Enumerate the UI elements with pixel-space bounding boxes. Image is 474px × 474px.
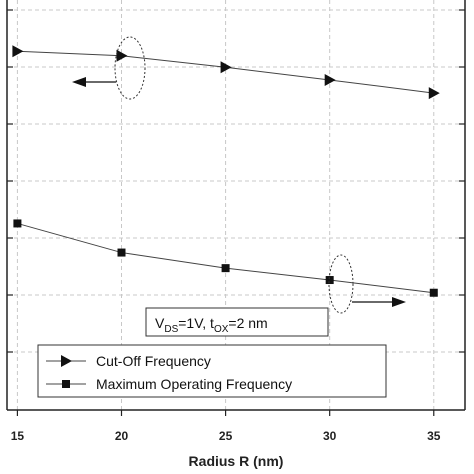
x-ticks [16,410,435,416]
x-tick-labels: 15 20 25 30 35 [11,429,441,443]
maxop-point-0 [13,219,22,228]
cutoff-point-1 [116,49,128,62]
condition-box-frame [145,307,329,337]
x-tick-label-4: 35 [427,429,441,443]
grid-lines [7,0,465,410]
cutoff-axis-ellipse [114,36,146,100]
maxop-axis-ellipse [328,254,354,314]
x-tick-label-3: 30 [323,429,337,443]
x-tick-label-1: 20 [115,429,129,443]
legend-label-cutoff: Cut-Off Frequency [96,353,211,369]
maxop-point-2 [221,264,230,273]
cutoff-point-0 [12,45,24,58]
maxop-point-3 [325,276,334,285]
cutoff-left-arrow-head [72,77,86,87]
legend-label-maxop: Maximum Operating Frequency [96,376,292,392]
x-axis-title: Radius R (nm) [189,453,284,469]
cutoff-point-2 [220,61,232,74]
condition-box: VDS=1V, tOX=2 nm [145,307,329,337]
x-tick-label-0: 15 [11,429,25,443]
annotations [72,36,406,314]
maxop-right-arrow-head [392,297,406,307]
legend: Cut-Off Frequency Maximum Operating Freq… [37,344,387,398]
legend-marker-cutoff [61,355,72,367]
legend-item-maxop: Maximum Operating Frequency [46,376,292,392]
legend-marker-maxop [62,380,70,388]
maxop-point-4 [429,288,438,297]
cutoff-point-3 [324,73,336,86]
axes [6,0,466,411]
maxop-point-1 [117,248,126,257]
cutoff-point-4 [428,87,440,100]
series-markers [12,45,440,297]
legend-item-cutoff: Cut-Off Frequency [46,353,211,369]
x-tick-label-2: 25 [219,429,233,443]
legend-frame [37,344,387,398]
condition-text: VDS=1V, tOX=2 nm [155,315,268,335]
